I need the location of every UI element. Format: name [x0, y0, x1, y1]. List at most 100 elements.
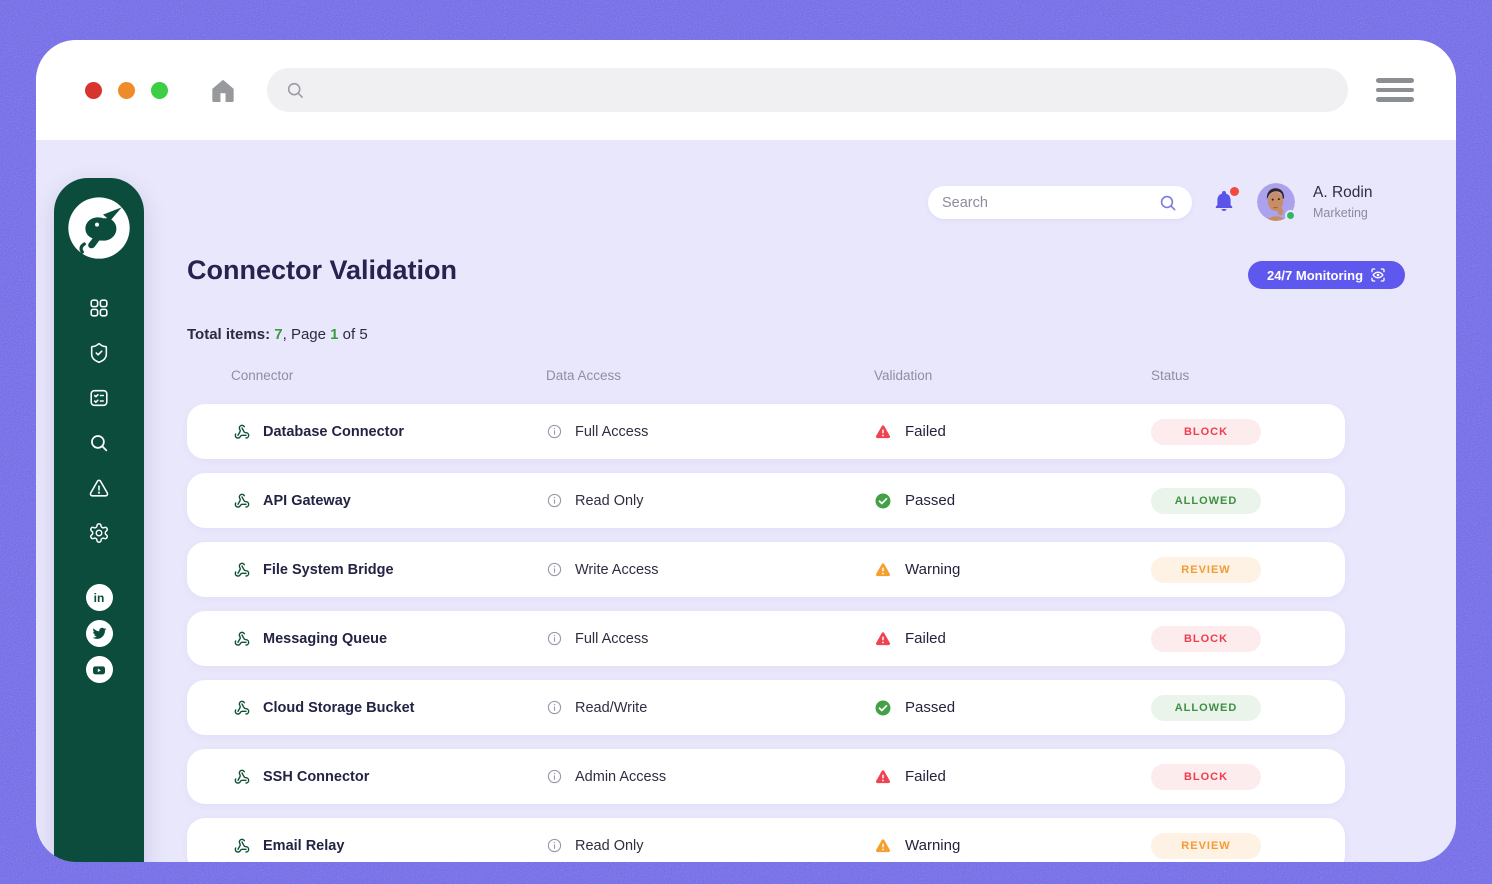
close-window-button[interactable]: [85, 81, 102, 99]
failed-icon: [875, 424, 891, 438]
user-info[interactable]: A. Rodin Marketing: [1313, 184, 1372, 220]
menu-button[interactable]: [1376, 78, 1414, 102]
connector-name: SSH Connector: [263, 768, 370, 785]
sidebar-item-dashboard[interactable]: [88, 297, 110, 319]
browser-topbar: [36, 40, 1456, 140]
warning-icon: [875, 838, 891, 852]
table-row[interactable]: Cloud Storage Bucket Read/Write: [187, 680, 1345, 735]
twitter-link[interactable]: [85, 620, 113, 647]
page-value: 1: [330, 326, 339, 343]
youtube-icon: [93, 665, 105, 674]
sidebar-nav: [88, 297, 110, 544]
data-access-value: Write Access: [575, 561, 659, 578]
data-access-value: Read Only: [575, 492, 644, 509]
data-access-cell: Read Only: [546, 837, 874, 854]
alert-triangle-icon: [89, 479, 109, 497]
online-status-dot: [1285, 210, 1296, 221]
table-row[interactable]: API Gateway Read Only: [187, 473, 1345, 528]
shield-check-icon: [90, 343, 108, 363]
address-search-bar[interactable]: [267, 68, 1348, 112]
connector-name: Database Connector: [263, 423, 405, 440]
webhook-icon: [234, 700, 250, 715]
search-icon: [91, 435, 108, 452]
connector-cell: Messaging Queue: [187, 631, 546, 647]
passed-icon: [875, 700, 891, 715]
info-icon: [547, 700, 562, 715]
info-icon: [547, 424, 562, 439]
table-row[interactable]: File System Bridge Write Access: [187, 542, 1345, 597]
table-header: Connector Data Access Validation Status: [187, 368, 1345, 383]
linkedin-link[interactable]: in: [85, 584, 113, 611]
connector-cell: SSH Connector: [187, 769, 546, 785]
logo-unicorn[interactable]: [67, 196, 131, 260]
column-validation: Validation: [874, 368, 933, 383]
sidebar: in: [54, 178, 144, 862]
table-row[interactable]: SSH Connector Admin Access: [187, 749, 1345, 804]
settings-gear-icon: [90, 523, 108, 543]
failed-icon: [875, 631, 891, 645]
validation-value: Passed: [905, 699, 956, 716]
sidebar-item-settings[interactable]: [88, 522, 110, 544]
data-access-value: Full Access: [575, 423, 649, 440]
minimize-window-button[interactable]: [118, 81, 135, 99]
table-row[interactable]: Email Relay Read Only: [187, 818, 1345, 862]
app-search[interactable]: [928, 186, 1192, 219]
data-access-value: Read Only: [575, 837, 644, 854]
app-search-input[interactable]: [942, 194, 1158, 211]
user-avatar[interactable]: [1257, 183, 1296, 221]
traffic-lights: [85, 81, 168, 99]
page-suffix: of 5: [342, 326, 368, 343]
status-badge: BLOCK: [1151, 763, 1261, 790]
table-row[interactable]: Database Connector Full Access: [187, 404, 1345, 459]
connector-name: Messaging Queue: [263, 630, 388, 647]
sidebar-item-search[interactable]: [88, 432, 110, 454]
home-icon: [212, 79, 234, 102]
data-access-cell: Full Access: [546, 423, 874, 440]
dashboard-grid-icon: [90, 299, 108, 317]
zoom-window-button[interactable]: [151, 81, 168, 99]
status-badge: REVIEW: [1151, 832, 1261, 859]
data-access-value: Admin Access: [575, 768, 667, 785]
webhook-icon: [234, 562, 250, 577]
connector-cell: Cloud Storage Bucket: [187, 700, 546, 716]
status-badge: BLOCK: [1151, 418, 1261, 445]
info-icon: [547, 838, 562, 853]
validation-value: Warning: [905, 561, 961, 578]
data-access-cell: Read/Write: [546, 699, 874, 716]
status-badge: REVIEW: [1151, 556, 1261, 583]
search-icon: [287, 82, 303, 98]
browser-window: in: [36, 40, 1456, 862]
search-icon: [1160, 195, 1176, 210]
webhook-icon: [234, 631, 250, 646]
sidebar-item-checklist[interactable]: [88, 387, 110, 409]
data-access-cell: Full Access: [546, 630, 874, 647]
validation-value: Passed: [905, 492, 956, 509]
status-badge: BLOCK: [1151, 625, 1261, 652]
validation-cell: Failed: [874, 768, 1151, 786]
validation-cell: Passed: [874, 699, 1151, 717]
data-access-value: Read/Write: [575, 699, 648, 716]
status-badge: ALLOWED: [1151, 694, 1261, 721]
monitoring-button[interactable]: 24/7 Monitoring: [1248, 261, 1405, 289]
info-icon: [547, 631, 562, 646]
table-row[interactable]: Messaging Queue Full Access: [187, 611, 1345, 666]
home-button[interactable]: [207, 74, 239, 106]
connector-name: Cloud Storage Bucket: [263, 699, 415, 716]
notifications-button[interactable]: [1212, 187, 1239, 216]
webhook-icon: [234, 838, 250, 853]
twitter-icon: [92, 627, 106, 639]
address-search-input[interactable]: [316, 81, 1330, 99]
connector-cell: API Gateway: [187, 493, 546, 509]
validation-cell: Failed: [874, 630, 1151, 648]
youtube-link[interactable]: [85, 656, 113, 683]
data-access-cell: Admin Access: [546, 768, 874, 785]
info-icon: [547, 562, 562, 577]
validation-value: Failed: [905, 423, 946, 440]
column-data-access: Data Access: [546, 368, 622, 383]
app-content: in: [36, 140, 1456, 862]
sidebar-item-alerts[interactable]: [88, 477, 110, 499]
validation-value: Failed: [905, 768, 946, 785]
validation-cell: Warning: [874, 837, 1151, 855]
connector-table-body: Database Connector Full Access: [187, 404, 1345, 862]
sidebar-item-security[interactable]: [88, 342, 110, 364]
